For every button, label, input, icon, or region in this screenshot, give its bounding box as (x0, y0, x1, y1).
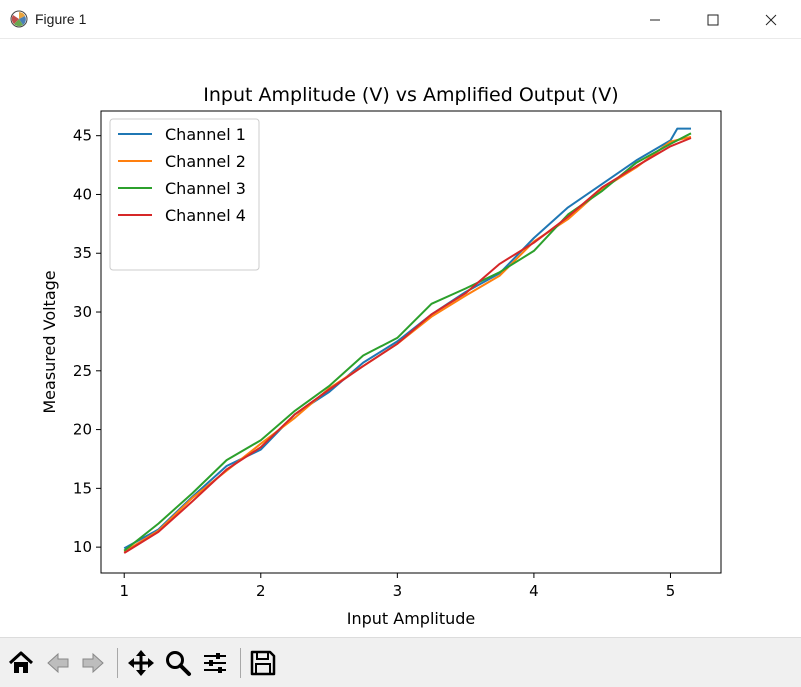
close-icon (765, 14, 777, 25)
legend-label: Channel 2 (165, 152, 246, 171)
minimize-icon (650, 19, 660, 20)
legend-label: Channel 3 (165, 179, 246, 198)
series-line-3 (123, 132, 692, 552)
window-title: Figure 1 (35, 11, 87, 27)
x-tick-label: 4 (529, 582, 539, 600)
y-tick-label: 25 (73, 362, 92, 380)
y-tick-label: 30 (73, 303, 92, 321)
x-tick-label: 3 (393, 582, 403, 600)
save-button[interactable] (246, 646, 280, 680)
forward-button[interactable] (76, 646, 110, 680)
zoom-button[interactable] (161, 646, 195, 680)
forward-arrow-icon (82, 652, 104, 674)
chart-title: Input Amplitude (V) vs Amplified Output … (203, 84, 618, 106)
configure-subplots-button[interactable] (198, 646, 232, 680)
toolbar-separator (117, 648, 118, 678)
series-line-4 (123, 137, 692, 554)
matplotlib-logo-icon (10, 10, 28, 28)
back-arrow-icon (47, 652, 69, 674)
minimize-button[interactable] (626, 0, 684, 39)
maximize-icon (707, 14, 719, 25)
zoom-magnifier-icon (166, 651, 191, 676)
legend-label: Channel 1 (165, 125, 246, 144)
y-tick-label: 10 (73, 538, 92, 556)
legend-box (109, 118, 260, 271)
maximize-button[interactable] (684, 0, 742, 39)
save-floppy-icon (250, 650, 276, 676)
back-button[interactable] (41, 646, 75, 680)
y-tick-label: 45 (73, 127, 92, 145)
window-titlebar: Figure 1 (0, 0, 801, 39)
x-tick-label: 1 (119, 582, 129, 600)
x-axis-label: Input Amplitude (347, 609, 476, 628)
y-tick-label: 35 (73, 244, 92, 262)
pan-move-icon (128, 650, 154, 676)
navigation-toolbar (0, 637, 801, 687)
legend: Channel 1 Channel 2 Channel 3 Channel 4 (109, 118, 260, 271)
y-tick-label: 15 (73, 479, 92, 497)
home-button[interactable] (4, 646, 38, 680)
x-tick-label: 5 (666, 582, 676, 600)
y-tick-label: 20 (73, 421, 92, 439)
configure-subplots-icon (204, 653, 226, 673)
x-tick-label: 2 (256, 582, 266, 600)
close-button[interactable] (742, 0, 800, 39)
home-icon (8, 651, 34, 673)
axes-frame (100, 110, 722, 574)
pan-button[interactable] (124, 646, 158, 680)
y-tick-label: 40 (73, 185, 92, 203)
legend-label: Channel 4 (165, 206, 246, 225)
y-axis-label: Measured Voltage (40, 270, 59, 413)
toolbar-separator (240, 648, 241, 678)
